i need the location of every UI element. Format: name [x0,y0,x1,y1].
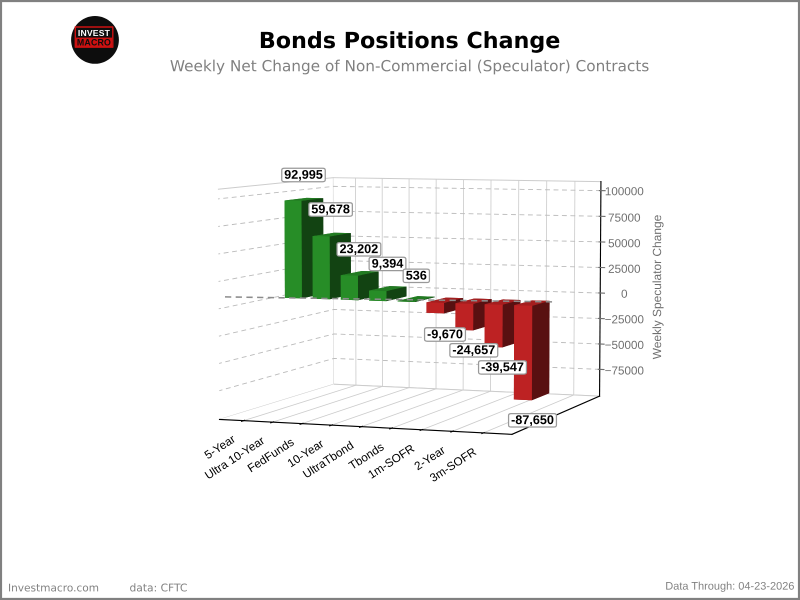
svg-text:INVEST: INVEST [78,28,111,38]
svg-text:MACRO: MACRO [77,37,111,47]
